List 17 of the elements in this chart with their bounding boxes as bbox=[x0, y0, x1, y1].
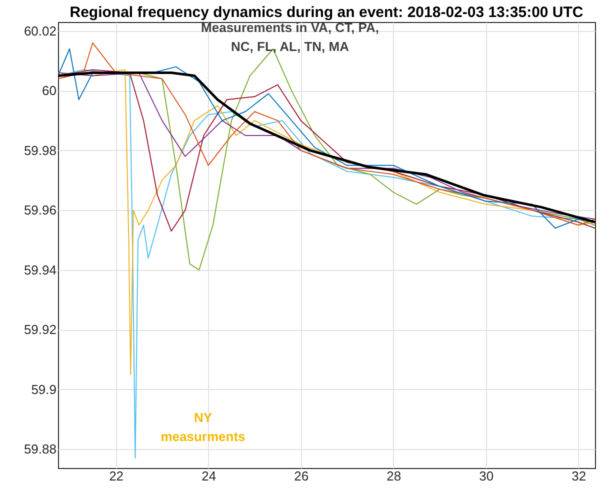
x-tick-label: 26 bbox=[294, 468, 309, 484]
y-tick-label: 59.98 bbox=[24, 142, 56, 158]
y-tick-label: 60.02 bbox=[24, 23, 56, 38]
y-tick-label: 59.92 bbox=[24, 322, 56, 338]
x-tick-label: 30 bbox=[479, 468, 494, 484]
y-tick-label: 59.96 bbox=[24, 202, 56, 218]
y-tick-label: 60 bbox=[42, 83, 56, 98]
x-tick-label: 32 bbox=[572, 468, 586, 484]
y-tick-label: 59.94 bbox=[24, 262, 56, 278]
annotation: NY measurments bbox=[160, 410, 246, 444]
annotation: Measurements in VA, CT, PA, NC, FL, AL, TN, MA bbox=[201, 20, 379, 54]
x-tick-label: 28 bbox=[386, 468, 402, 484]
y-tick-label: 59.88 bbox=[24, 442, 56, 457]
chart-title: Regional frequency dynamics during an event: 2018-02-03 13:35:00 UTC bbox=[70, 4, 584, 21]
x-tick-label: 24 bbox=[202, 468, 216, 484]
y-tick-label: 59.9 bbox=[31, 382, 56, 397]
x-tick-label: 22 bbox=[109, 468, 124, 484]
